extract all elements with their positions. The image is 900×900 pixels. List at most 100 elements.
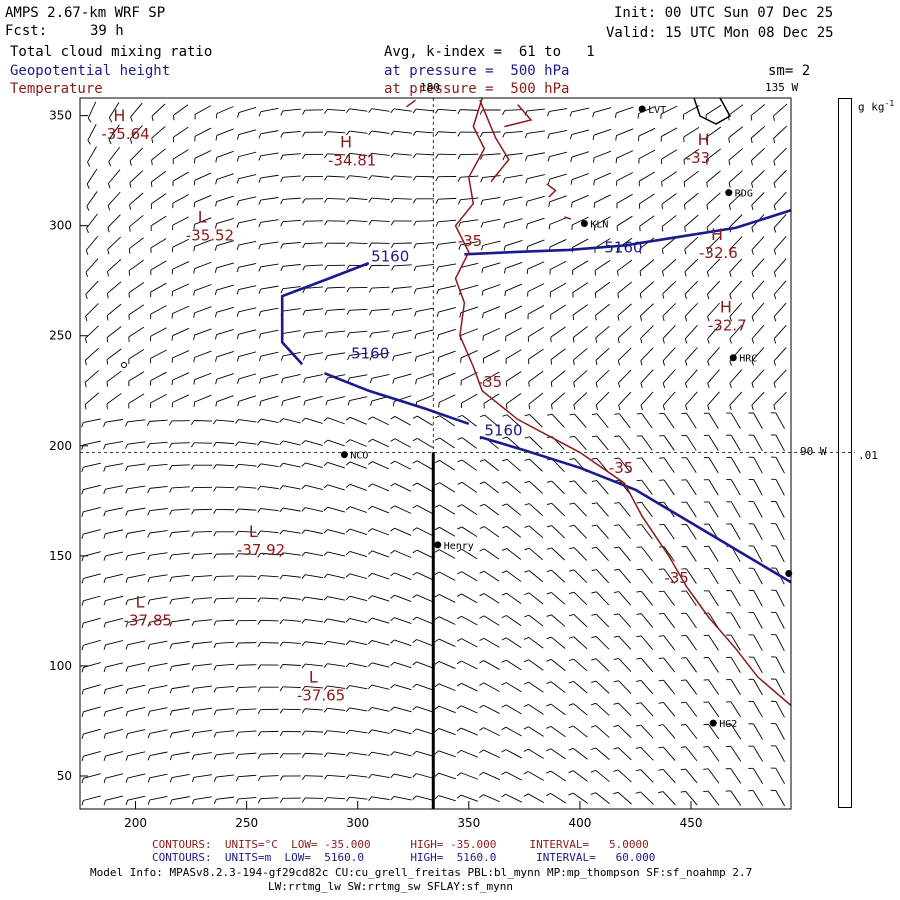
wind-barb-feather bbox=[434, 459, 440, 464]
wind-barb-feather bbox=[523, 748, 529, 752]
wind-barb bbox=[461, 593, 478, 604]
wind-barb bbox=[372, 416, 389, 426]
wind-barb-feather bbox=[346, 197, 350, 203]
wind-barb bbox=[484, 526, 500, 538]
wind-barb-feather bbox=[502, 458, 508, 462]
wind-barb bbox=[640, 791, 654, 805]
wind-barb-feather bbox=[595, 315, 597, 321]
wind-barb-feather bbox=[81, 778, 84, 784]
wind-barb-feather bbox=[215, 179, 218, 185]
wind-barb-feather bbox=[87, 139, 91, 145]
wind-barb-feather bbox=[345, 595, 351, 600]
wind-barb-feather bbox=[680, 701, 687, 704]
wind-barb-feather bbox=[147, 711, 151, 717]
wind-barb-feather bbox=[257, 575, 261, 580]
wind-barb-feather bbox=[685, 405, 688, 411]
wind-barb bbox=[618, 524, 631, 540]
wind-barb bbox=[640, 747, 654, 761]
wind-barb bbox=[371, 751, 390, 756]
wind-barb-feather bbox=[169, 688, 173, 694]
wind-barb-feather bbox=[125, 777, 129, 783]
y-tick-label: 200 bbox=[49, 439, 72, 453]
wind-barb bbox=[416, 108, 434, 112]
wind-barb bbox=[528, 726, 544, 737]
wind-barb bbox=[773, 302, 787, 317]
wind-barb-feather bbox=[524, 570, 530, 573]
wind-barb-feather bbox=[106, 359, 109, 365]
wind-barb bbox=[172, 327, 190, 337]
wind-barb bbox=[753, 679, 763, 696]
wind-barb bbox=[504, 218, 523, 224]
wind-barb bbox=[87, 146, 97, 163]
extremum-type: H bbox=[340, 132, 352, 151]
wind-barb bbox=[551, 592, 566, 605]
wind-barb-feather bbox=[615, 135, 617, 141]
wind-barb-feather bbox=[237, 401, 240, 407]
wind-barb bbox=[506, 371, 522, 382]
wind-barb bbox=[460, 109, 479, 111]
wind-barb bbox=[708, 412, 719, 429]
wind-barb-feather bbox=[435, 221, 439, 227]
wind-barb-feather bbox=[215, 157, 218, 163]
wind-barb bbox=[238, 486, 257, 489]
wind-barb bbox=[216, 486, 235, 489]
wind-barb-feather bbox=[125, 421, 128, 427]
wind-barb bbox=[282, 418, 301, 424]
wind-barb bbox=[527, 793, 545, 803]
wind-barb-feather bbox=[637, 113, 640, 119]
wind-barb bbox=[127, 662, 146, 668]
wind-barb-feather bbox=[235, 709, 239, 715]
wind-barb-feather bbox=[412, 549, 418, 554]
wind-barb-feather bbox=[635, 791, 641, 794]
wind-barb-feather bbox=[85, 294, 88, 300]
wind-barb-feather bbox=[129, 204, 131, 210]
wind-barb bbox=[706, 214, 721, 228]
wind-barb bbox=[417, 438, 433, 448]
wind-barb-feather bbox=[706, 271, 710, 277]
wind-barb-feather bbox=[390, 572, 395, 577]
wind-barb bbox=[149, 751, 168, 757]
wind-barb bbox=[371, 707, 390, 712]
wind-barb-feather bbox=[103, 422, 106, 428]
wind-barb bbox=[618, 435, 631, 451]
wind-barb-feather bbox=[591, 680, 597, 683]
wind-barb-feather bbox=[302, 288, 306, 294]
wind-barb bbox=[505, 682, 522, 693]
wind-barb bbox=[349, 175, 368, 178]
wind-barb bbox=[107, 191, 121, 206]
wind-barb bbox=[595, 347, 610, 361]
wind-barb bbox=[461, 660, 478, 670]
wind-barb-feather bbox=[617, 315, 620, 321]
wind-barb bbox=[549, 151, 568, 158]
wind-barb-feather bbox=[390, 661, 395, 667]
wind-barb-feather bbox=[81, 756, 84, 762]
wind-barb bbox=[349, 439, 367, 447]
wind-barb-feather bbox=[257, 709, 261, 715]
wind-barb-feather bbox=[279, 463, 284, 468]
wind-barb bbox=[595, 658, 610, 672]
wind-barb-feather bbox=[236, 200, 240, 206]
wind-barb-feather bbox=[191, 576, 195, 582]
station-label: RDG bbox=[735, 189, 753, 200]
wind-barb-feather bbox=[434, 772, 439, 777]
wind-barb bbox=[105, 662, 124, 668]
wind-barb bbox=[304, 752, 324, 755]
wind-barb-feather bbox=[613, 747, 619, 750]
wind-barb bbox=[751, 236, 765, 251]
wind-barb-feather bbox=[301, 574, 306, 579]
wind-barb-feather bbox=[84, 404, 87, 410]
wind-barb bbox=[573, 480, 587, 495]
smoothing-label: sm= 2 bbox=[768, 63, 811, 79]
wind-barb-feather bbox=[683, 181, 686, 188]
wind-barb bbox=[729, 214, 743, 228]
extremum-value: -37.85 bbox=[124, 611, 172, 629]
wind-barb-feather bbox=[368, 528, 373, 533]
wind-barb bbox=[708, 657, 719, 673]
wind-barb bbox=[730, 634, 741, 651]
wind-barb bbox=[460, 219, 479, 223]
coastlines bbox=[693, 97, 732, 125]
wind-barb-feather bbox=[662, 316, 665, 322]
wind-barb-feather bbox=[107, 205, 111, 211]
wind-barb bbox=[528, 370, 544, 383]
